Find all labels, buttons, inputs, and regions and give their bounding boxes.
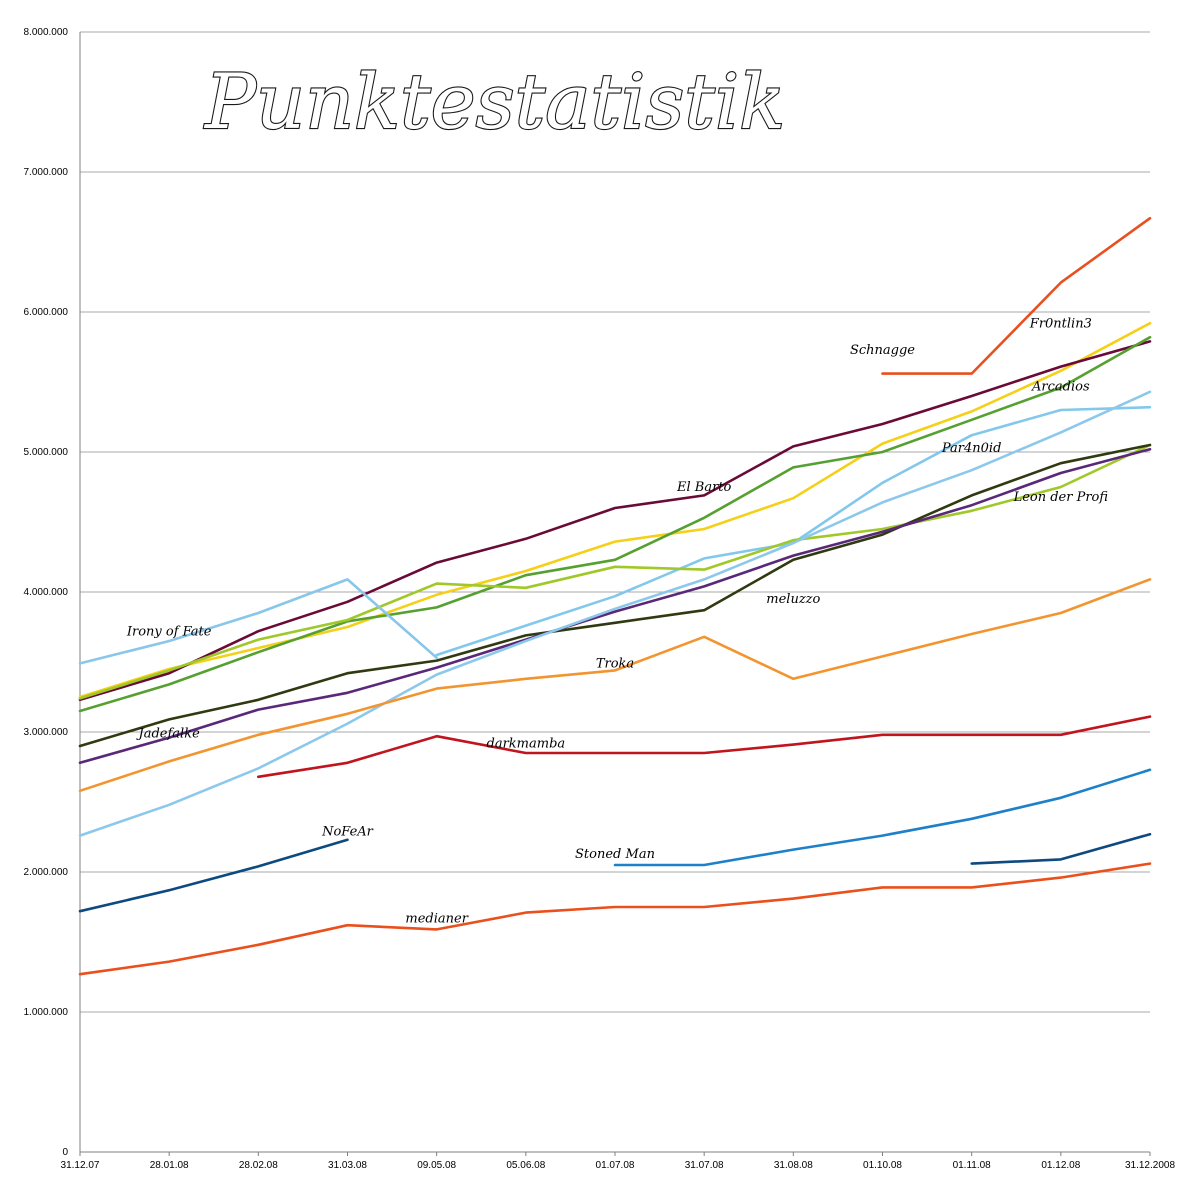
series-label: Arcadios [1031, 379, 1090, 394]
series-fr0ntlin3 [78, 321, 1152, 699]
x-tick-label: 01.11.08 [953, 1160, 992, 1171]
gridlines [80, 31, 1150, 1013]
series-irony-of-fate [78, 578, 439, 665]
x-tick-label: 05.06.08 [506, 1160, 545, 1171]
series-line [78, 443, 1152, 700]
series-unnamed-14 [970, 832, 1152, 865]
y-tick-label: 5.000.000 [24, 447, 69, 458]
x-tick-label: 28.02.08 [239, 1160, 278, 1171]
x-tick-label: 31.12.07 [61, 1160, 100, 1171]
y-tick-label: 3.000.000 [24, 727, 69, 738]
y-tick-label: 8.000.000 [24, 27, 69, 38]
series-troka [78, 578, 1152, 793]
series-label: Schnagge [850, 343, 915, 358]
series-darkmamba [256, 715, 1152, 779]
series-line [78, 862, 1152, 976]
series-line [78, 578, 439, 665]
x-tick-label: 01.12.08 [1041, 1160, 1080, 1171]
series-label: meluzzo [766, 592, 820, 607]
series-line [256, 715, 1152, 779]
x-tick-label: 31.08.08 [774, 1160, 813, 1171]
series-label: Fr0ntlin3 [1029, 316, 1092, 331]
x-tick-label: 31.07.08 [685, 1160, 724, 1171]
series-line [78, 335, 1152, 713]
x-tick-label: 31.03.08 [328, 1160, 367, 1171]
series-medianer [78, 862, 1152, 976]
series-label: medianer [405, 911, 468, 926]
series-label: Jadefalke [136, 727, 201, 742]
series-line [78, 838, 349, 913]
series-unnamed-9 [78, 390, 1152, 837]
y-tick-label: 0 [62, 1147, 68, 1158]
x-tick-label: 31.12.2008 [1125, 1160, 1175, 1171]
series-line [78, 321, 1152, 699]
y-tick-label: 2.000.000 [24, 867, 69, 878]
x-tick-label: 01.10.08 [863, 1160, 902, 1171]
series-arcadios [78, 335, 1152, 713]
series-line [881, 216, 1152, 375]
series-line [78, 447, 1152, 765]
y-tick-label: 4.000.000 [24, 587, 69, 598]
series-meluzzo [78, 443, 1152, 748]
series-label: darkmamba [487, 736, 566, 751]
series-label: Par4n0id [941, 441, 1002, 456]
series-label: Irony of Fate [126, 624, 212, 639]
series-lines [78, 216, 1152, 976]
x-tick-label: 01.07.08 [596, 1160, 635, 1171]
series-label: El Barto [676, 480, 732, 495]
series-leon-der-profi [78, 443, 1152, 700]
series-label: Leon der Profi [1013, 490, 1108, 505]
series-line [970, 832, 1152, 865]
series-labels: Schnagge Fr0ntlin3 Arcadios Par4n0id El Bart… [126, 316, 1108, 926]
series-label: Troka [596, 657, 634, 672]
series-line [613, 768, 1152, 867]
x-tick-label: 28.01.08 [150, 1160, 189, 1171]
series-line [78, 340, 1152, 702]
series-schnagge [881, 216, 1152, 375]
y-tick-label: 6.000.000 [24, 307, 69, 318]
series-label: NoFeAr [321, 825, 374, 840]
x-tick-label: 09.05.08 [417, 1160, 456, 1171]
series-line [78, 578, 1152, 793]
y-tick-label: 1.000.000 [24, 1007, 69, 1018]
series-line [78, 390, 1152, 837]
series-label: Stoned Man [575, 847, 655, 862]
axes: 0 1.000.000 2.000.000 3.000.000 4.000.000 5.0… [24, 27, 1176, 1171]
series-jadefalke [78, 447, 1152, 765]
y-tick-label: 7.000.000 [24, 167, 69, 178]
series-el-barto [78, 340, 1152, 702]
chart-title: Punktestatistik [203, 57, 785, 146]
series-nofear [78, 838, 349, 913]
series-stoned-man [613, 768, 1152, 867]
series-line [78, 443, 1152, 748]
